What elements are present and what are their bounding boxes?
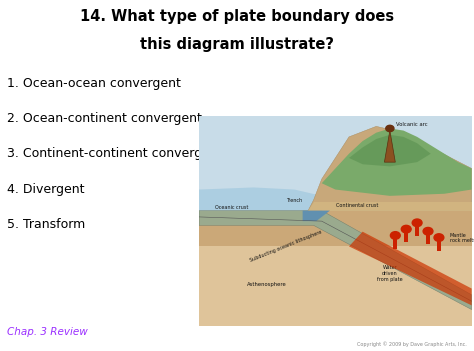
Text: Asthenosphere: Asthenosphere	[247, 282, 287, 287]
Polygon shape	[199, 246, 472, 326]
Text: 5. Transform: 5. Transform	[7, 218, 85, 231]
Circle shape	[386, 125, 394, 132]
Polygon shape	[199, 211, 322, 214]
Polygon shape	[308, 202, 472, 211]
Polygon shape	[308, 126, 472, 211]
Polygon shape	[349, 232, 472, 305]
Text: Trench: Trench	[286, 198, 302, 203]
Polygon shape	[302, 211, 330, 221]
Polygon shape	[199, 187, 322, 211]
Text: 4. Divergent: 4. Divergent	[7, 183, 85, 196]
Circle shape	[412, 219, 422, 227]
Circle shape	[423, 227, 433, 235]
Text: Oceanic crust: Oceanic crust	[215, 205, 248, 210]
Text: Mantle
rock melts: Mantle rock melts	[450, 233, 474, 243]
Text: Volcanic arc: Volcanic arc	[396, 122, 428, 127]
Polygon shape	[199, 116, 472, 211]
Polygon shape	[415, 225, 419, 236]
Polygon shape	[199, 211, 322, 217]
Text: Water
driven
from plate: Water driven from plate	[377, 265, 403, 282]
Polygon shape	[322, 128, 472, 196]
Text: Chap. 3 Review: Chap. 3 Review	[7, 327, 88, 337]
Polygon shape	[199, 211, 472, 310]
Polygon shape	[393, 238, 398, 249]
Circle shape	[401, 225, 411, 233]
Text: 2. Ocean-continent convergent: 2. Ocean-continent convergent	[7, 112, 202, 125]
Polygon shape	[404, 232, 409, 242]
Circle shape	[434, 234, 444, 241]
Polygon shape	[384, 131, 395, 162]
Text: 3. Continent-continent convergent: 3. Continent-continent convergent	[7, 147, 223, 160]
Circle shape	[391, 232, 400, 239]
Polygon shape	[349, 135, 431, 166]
Polygon shape	[426, 234, 430, 244]
Text: Copyright © 2009 by Dave Graphic Arts, Inc.: Copyright © 2009 by Dave Graphic Arts, I…	[357, 342, 467, 347]
Text: 1. Ocean-ocean convergent: 1. Ocean-ocean convergent	[7, 77, 181, 90]
Text: this diagram illustrate?: this diagram illustrate?	[140, 37, 334, 52]
Text: 14. What type of plate boundary does: 14. What type of plate boundary does	[80, 9, 394, 24]
Polygon shape	[437, 240, 441, 251]
Polygon shape	[199, 211, 472, 246]
Text: Continental crust: Continental crust	[336, 204, 378, 208]
Text: Subducting oceanic lithosphere: Subducting oceanic lithosphere	[249, 230, 323, 263]
